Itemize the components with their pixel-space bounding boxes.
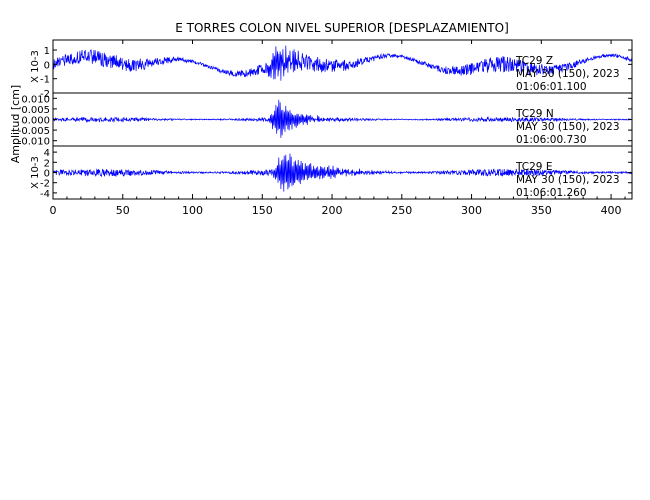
channel-name: TC29 Z — [515, 55, 553, 67]
waveform-trace — [53, 99, 633, 138]
channel-name: TC29 E — [515, 161, 552, 173]
channel-date: MAY 30 (150), 2023 — [516, 174, 620, 186]
x-tick-label: 50 — [116, 204, 130, 217]
y-tick-label: 2 — [44, 158, 50, 169]
y-tick-label: 0 — [44, 60, 50, 71]
channel-date: MAY 30 (150), 2023 — [516, 121, 620, 133]
x-axis: 0 50 100 150 200 250 300 350 400 — [50, 40, 626, 217]
x-tick-label: 350 — [531, 204, 552, 217]
channel-time: 01:06:01.100 — [516, 81, 587, 93]
y-tick-label: -2 — [40, 179, 50, 190]
y-tick-label: -4 — [40, 189, 50, 200]
y-tick-label: 4 — [44, 148, 50, 159]
y-axis-label: Amplitud [cm] — [9, 85, 22, 163]
x-tick-label: 200 — [322, 204, 343, 217]
y-tick-label: 0.010 — [21, 94, 50, 105]
channel-name: TC29 N — [515, 108, 554, 120]
x-tick-label: 400 — [601, 204, 622, 217]
x-tick-label: 150 — [252, 204, 273, 217]
y-tick-label: 0 — [44, 169, 50, 180]
waveform-trace — [52, 153, 633, 192]
channel-time: 01:06:01.260 — [516, 187, 587, 199]
x-tick-label: 300 — [461, 204, 482, 217]
chart-title: E TORRES COLON NIVEL SUPERIOR [DESPLAZAM… — [175, 21, 509, 35]
y-tick-label: 1 — [44, 46, 50, 57]
y-tick-label: 0.005 — [21, 105, 50, 116]
scale-label: X 10-3 — [30, 156, 41, 189]
x-tick-label: 100 — [182, 204, 203, 217]
scale-label: X 10-3 — [30, 50, 41, 83]
channel-date: MAY 30 (150), 2023 — [516, 68, 620, 80]
y-tick-label: -0.005 — [18, 126, 50, 137]
x-tick-label: 0 — [50, 204, 57, 217]
y-tick-label: -0.010 — [18, 137, 50, 148]
y-tick-label: -2 — [40, 89, 50, 100]
waveform-trace — [52, 45, 633, 81]
x-tick-label: 250 — [391, 204, 412, 217]
y-tick-label: 0.000 — [21, 116, 50, 127]
channel-time: 01:06:00.730 — [516, 134, 587, 146]
y-tick-label: -1 — [40, 75, 50, 86]
